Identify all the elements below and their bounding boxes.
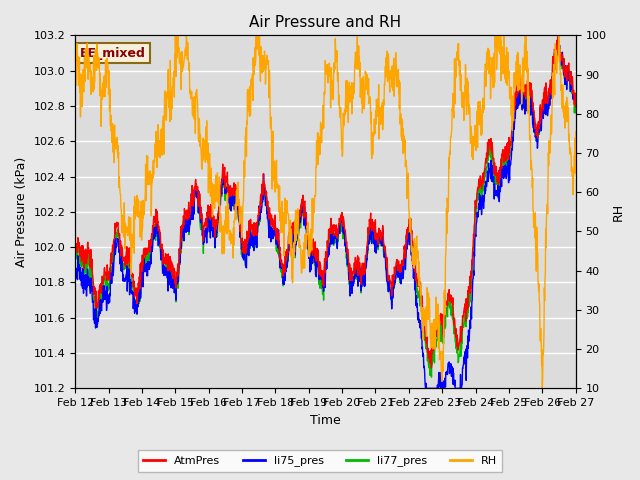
AtmPres	[110, 237, 118, 242]
li75_pres	[356, 274, 364, 280]
li77_pres	[554, 39, 562, 45]
li75_pres	[284, 259, 291, 265]
AtmPres	[572, 104, 580, 109]
AtmPres	[554, 33, 562, 39]
li77_pres	[110, 251, 118, 256]
li75_pres	[294, 223, 301, 228]
RH	[294, 231, 302, 237]
RH	[131, 250, 138, 256]
li75_pres	[131, 295, 138, 300]
RH	[71, 59, 79, 64]
li77_pres	[131, 292, 138, 298]
RH	[572, 129, 580, 134]
AtmPres	[356, 272, 364, 277]
Y-axis label: RH: RH	[612, 203, 625, 221]
AtmPres	[131, 282, 138, 288]
Title: Air Pressure and RH: Air Pressure and RH	[250, 15, 401, 30]
X-axis label: Time: Time	[310, 414, 341, 427]
Line: RH: RH	[75, 36, 576, 388]
AtmPres	[303, 220, 311, 226]
li77_pres	[284, 254, 291, 260]
RH	[356, 94, 364, 100]
li75_pres	[422, 385, 429, 391]
li75_pres	[553, 38, 561, 44]
Legend: AtmPres, li75_pres, li77_pres, RH: AtmPres, li75_pres, li77_pres, RH	[138, 450, 502, 472]
RH	[303, 223, 311, 229]
Line: AtmPres: AtmPres	[75, 36, 576, 368]
AtmPres	[294, 219, 301, 225]
AtmPres	[284, 248, 291, 254]
li75_pres	[572, 102, 580, 108]
Line: li77_pres: li77_pres	[75, 42, 576, 377]
li77_pres	[71, 243, 79, 249]
RH	[284, 210, 292, 216]
AtmPres	[71, 240, 79, 246]
RH	[110, 124, 118, 130]
li75_pres	[110, 259, 118, 264]
li77_pres	[294, 233, 301, 239]
RH	[172, 33, 179, 38]
Y-axis label: Air Pressure (kPa): Air Pressure (kPa)	[15, 156, 28, 267]
li77_pres	[428, 374, 435, 380]
li75_pres	[303, 234, 311, 240]
li77_pres	[572, 110, 580, 116]
Line: li75_pres: li75_pres	[75, 41, 576, 388]
li77_pres	[356, 279, 364, 285]
li75_pres	[71, 265, 79, 271]
AtmPres	[428, 365, 435, 371]
Text: EE_mixed: EE_mixed	[80, 47, 146, 60]
RH	[538, 385, 546, 391]
li77_pres	[303, 229, 311, 235]
